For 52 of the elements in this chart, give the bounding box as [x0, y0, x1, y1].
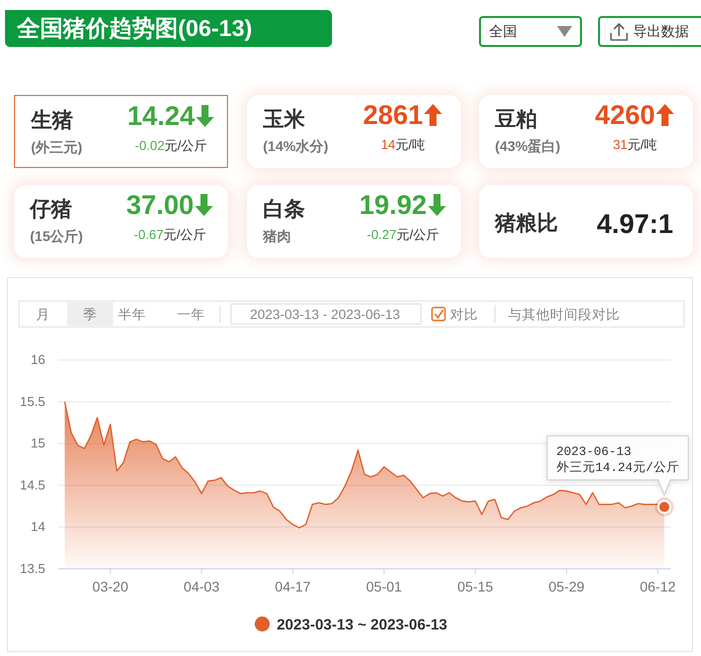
text: 与其他时间段对比	[508, 307, 620, 322]
text: 元/公斤	[396, 227, 440, 242]
text: 19.92	[359, 190, 427, 220]
text: 31	[612, 137, 628, 152]
x-tick-label: 05-01	[366, 578, 402, 595]
text: 白条	[263, 197, 305, 223]
text: 元/公斤	[164, 227, 206, 242]
text: 14.24	[127, 101, 195, 131]
text: 猪肉	[263, 228, 291, 246]
text: 导出数据	[633, 22, 689, 41]
y-tick-label: 14.5	[20, 477, 46, 492]
text: 37.00	[126, 190, 194, 220]
text: (14%水分)	[263, 138, 328, 156]
text: 4260	[594, 100, 656, 130]
text: 全国猪价趋势图(06-13)	[17, 14, 252, 43]
text: 月	[36, 307, 50, 322]
text: 猪粮比	[495, 211, 558, 237]
text: 豆粕	[495, 107, 537, 133]
text: (15公斤)	[30, 228, 83, 246]
text: 半年	[118, 307, 146, 322]
text: 全国	[489, 22, 517, 41]
x-tick-label: 05-15	[457, 578, 494, 595]
annotation: 2023-06-13 外三元14.24元/公斤	[556, 444, 680, 475]
text: (43%蛋白)	[495, 138, 560, 156]
text: 生猪	[31, 108, 73, 134]
text: 玉米	[263, 107, 305, 133]
x-tick-label: 03-20	[92, 578, 128, 595]
text: 4.97:1	[596, 209, 674, 239]
x-tick-label: 04-17	[274, 578, 311, 595]
text: 元/吨	[395, 137, 426, 152]
x-tick-label: 04-03	[184, 578, 220, 595]
text: -0.27	[366, 227, 396, 242]
legend-label: 2023-03-13 ~ 2023-06-13	[276, 616, 448, 634]
text: (外三元)	[31, 139, 82, 157]
y-tick-label: 15	[30, 436, 46, 451]
y-tick-label: 16	[30, 352, 46, 368]
y-tick-label: 13.5	[20, 560, 46, 576]
text: -0.67	[134, 227, 164, 242]
text: 14	[380, 137, 396, 152]
text: 2023-03-13 - 2023-06-13	[250, 307, 400, 322]
text: 2861	[362, 100, 424, 130]
text: 一年	[177, 307, 205, 322]
x-tick-label: 05-29	[548, 578, 585, 595]
y-tick-label: 14	[30, 519, 46, 534]
x-tick-label: 06-12	[640, 578, 676, 595]
text: 季	[83, 307, 97, 322]
text: 元/公斤	[164, 138, 208, 153]
text: 元/吨	[627, 137, 658, 152]
text: 对比	[450, 307, 478, 322]
text: -0.02	[134, 138, 164, 153]
y-tick-label: 15.5	[20, 394, 46, 409]
text: 仔猪	[30, 197, 72, 223]
